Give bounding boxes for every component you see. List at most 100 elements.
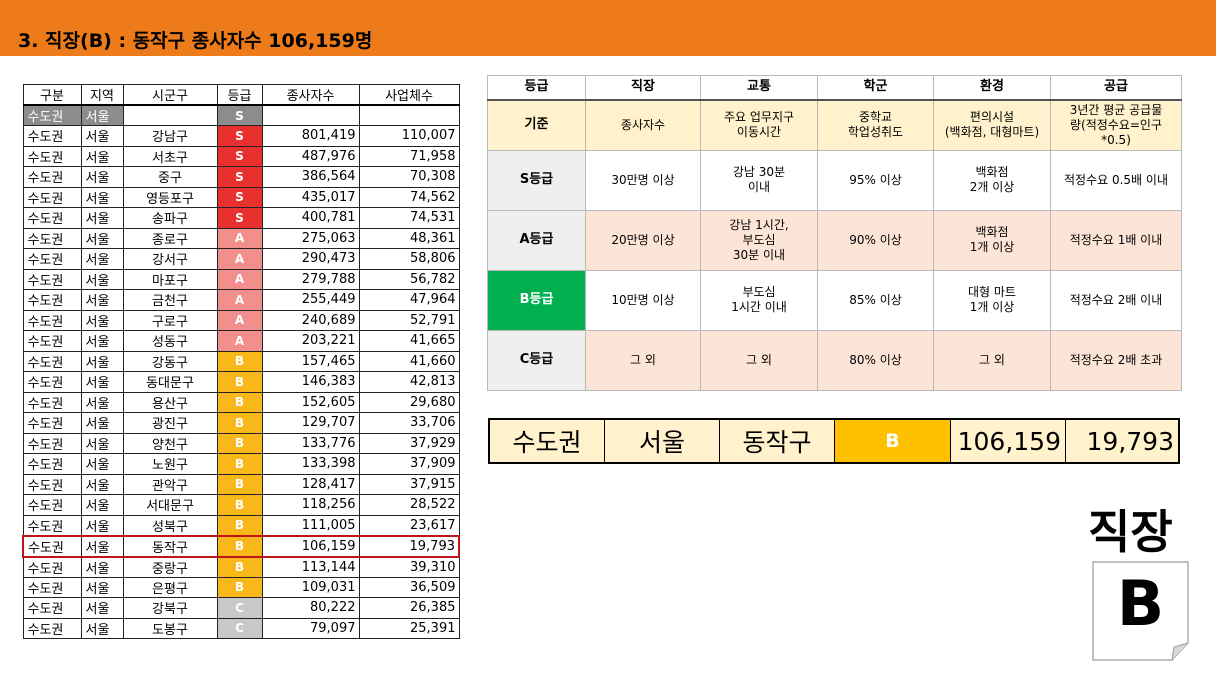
businesses-cell: 19,793 bbox=[358, 534, 460, 558]
table-row[interactable]: 수도권 서울 양천구 B 133,776 37,929 bbox=[22, 432, 460, 454]
table-row[interactable]: 수도권 서울 광진구 B 129,707 33,706 bbox=[22, 412, 460, 434]
column-header[interactable]: 지역 bbox=[80, 84, 124, 106]
table-row[interactable]: 수도권 서울 강북구 C 80,222 26,385 bbox=[22, 597, 460, 619]
table-row[interactable]: 수도권 서울 서대문구 B 118,256 28,522 bbox=[22, 494, 460, 516]
selected-district-summary: 수도권 서울 동작구 B 106,159 19,793 bbox=[488, 418, 1180, 464]
table-row[interactable]: 수도권 서울 마포구 A 279,788 56,782 bbox=[22, 268, 460, 290]
criteria-cell-line: 2개 이상 bbox=[969, 180, 1015, 194]
businesses-cell: 41,665 bbox=[358, 330, 460, 352]
table-row[interactable]: 수도권 서울 성동구 A 203,221 41,665 bbox=[22, 330, 460, 352]
criteria-cell: 편의시설 (백화점, 대형마트) bbox=[933, 99, 1051, 151]
district-cell: 강남구 bbox=[122, 125, 218, 147]
table-row[interactable]: 수도권 서울 종로구 A 275,063 48,361 bbox=[22, 227, 460, 249]
businesses-cell: 37,929 bbox=[358, 432, 460, 454]
table-row[interactable]: 수도권 서울 강남구 S 801,419 110,007 bbox=[22, 125, 460, 147]
table-row[interactable]: 수도권 서울 성북구 B 111,005 23,617 bbox=[22, 514, 460, 536]
criteria-cell: 80% 이상 bbox=[817, 329, 934, 391]
column-header[interactable]: 사업체수 bbox=[358, 84, 460, 106]
region-group-cell: 수도권 bbox=[22, 330, 82, 352]
table-row[interactable]: 수도권 서울 서초구 S 487,976 71,958 bbox=[22, 145, 460, 167]
grade-cell: B bbox=[216, 556, 263, 578]
badge-category-label: 직장 bbox=[1088, 505, 1173, 559]
table-row[interactable]: 수도권 서울 중구 S 386,564 70,308 bbox=[22, 166, 460, 188]
table-row[interactable]: 수도권 서울 영등포구 S 435,017 74,562 bbox=[22, 186, 460, 208]
workers-cell: 80,222 bbox=[261, 597, 360, 619]
grade-badge-card: B bbox=[1092, 561, 1189, 661]
region-group-cell: 수도권 bbox=[22, 125, 82, 147]
region-cell: 서울 bbox=[80, 350, 124, 372]
table-row-selected[interactable]: 수도권 서울 동작구 B 106,159 19,793 bbox=[22, 534, 460, 558]
region-group-cell: 수도권 bbox=[22, 104, 82, 126]
criteria-cell-line: *0.5) bbox=[1101, 132, 1131, 147]
grade-cell: B bbox=[216, 432, 263, 454]
table-row[interactable]: 수도권 서울 강서구 A 290,473 58,806 bbox=[22, 248, 460, 270]
criteria-cell-line: 주요 업무지구 bbox=[723, 110, 795, 124]
district-cell: 동대문구 bbox=[122, 371, 218, 393]
district-cell: 성북구 bbox=[122, 514, 218, 536]
workers-cell: 801,419 bbox=[261, 125, 360, 147]
grade-cell: B bbox=[216, 473, 263, 495]
workers-cell: 133,398 bbox=[261, 453, 360, 475]
table-row[interactable]: 수도권 서울 금천구 A 255,449 47,964 bbox=[22, 289, 460, 311]
region-group-cell: 수도권 bbox=[22, 166, 82, 188]
businesses-cell: 25,391 bbox=[358, 617, 460, 639]
criteria-cell-line: 중학교 bbox=[858, 110, 893, 124]
criteria-cell-line: 량(적정수요=인구 bbox=[1069, 117, 1163, 132]
businesses-cell: 29,680 bbox=[358, 391, 460, 413]
grade-cell: B bbox=[216, 494, 263, 516]
summary-grade: B bbox=[835, 420, 951, 462]
table-row[interactable]: 수도권 서울 은평구 B 109,031 36,509 bbox=[22, 576, 460, 598]
district-cell: 광진구 bbox=[122, 412, 218, 434]
criteria-cell: 강남 1시간, 부도심 30분 이내 bbox=[700, 209, 818, 271]
table-row[interactable]: 수도권 서울 용산구 B 152,605 29,680 bbox=[22, 391, 460, 413]
criteria-cell-line: 편의시설 bbox=[969, 110, 1015, 124]
region-cell: 서울 bbox=[80, 145, 124, 167]
region-group-cell: 수도권 bbox=[22, 350, 82, 372]
grade-cell: B bbox=[216, 453, 263, 475]
table-row[interactable]: 수도권 서울 구로구 A 240,689 52,791 bbox=[22, 309, 460, 331]
table-row[interactable]: 수도권 서울 송파구 S 400,781 74,531 bbox=[22, 207, 460, 229]
region-cell: 서울 bbox=[80, 330, 124, 352]
criteria-cell: 10만명 이상 bbox=[585, 269, 701, 331]
folded-card-icon bbox=[1092, 561, 1189, 661]
criteria-cell: 종사자수 bbox=[585, 99, 701, 151]
column-header[interactable]: 등급 bbox=[216, 84, 263, 106]
table-row[interactable]: 수도권 서울 강동구 B 157,465 41,660 bbox=[22, 350, 460, 372]
criteria-cell: 20만명 이상 bbox=[585, 209, 701, 271]
region-group-cell: 수도권 bbox=[22, 453, 82, 475]
table-row[interactable]: 수도권 서울 노원구 B 133,398 37,909 bbox=[22, 453, 460, 475]
district-cell: 중구 bbox=[122, 166, 218, 188]
businesses-cell: 26,385 bbox=[358, 597, 460, 619]
businesses-cell bbox=[358, 104, 460, 126]
grade-cell: B bbox=[216, 412, 263, 434]
criteria-cell: 그 외 bbox=[585, 329, 701, 391]
criteria-cell-line: 1시간 이내 bbox=[731, 300, 787, 314]
criteria-cell-line: 부도심 bbox=[742, 232, 776, 247]
table-row[interactable]: 수도권 서울 중랑구 B 113,144 39,310 bbox=[22, 556, 460, 578]
table-row[interactable]: 수도권 서울 동대문구 B 146,383 42,813 bbox=[22, 371, 460, 393]
column-header[interactable]: 종사자수 bbox=[261, 84, 360, 106]
criteria-cell-line: 적정수요 2배 초과 bbox=[1069, 352, 1163, 367]
grade-cell: A bbox=[216, 227, 263, 249]
column-header[interactable]: 시군구 bbox=[122, 84, 218, 106]
region-group-cell: 수도권 bbox=[22, 597, 82, 619]
table-row[interactable]: 수도권 서울 도봉구 C 79,097 25,391 bbox=[22, 617, 460, 639]
table-row[interactable]: 수도권 서울 S bbox=[22, 104, 460, 126]
workers-cell: 240,689 bbox=[261, 309, 360, 331]
region-cell: 서울 bbox=[80, 227, 124, 249]
workers-cell: 275,063 bbox=[261, 227, 360, 249]
region-group-cell: 수도권 bbox=[22, 412, 82, 434]
criteria-cell: 30만명 이상 bbox=[585, 149, 701, 211]
region-cell: 서울 bbox=[80, 494, 124, 516]
district-cell: 관악구 bbox=[122, 473, 218, 495]
district-cell: 강북구 bbox=[122, 597, 218, 619]
region-cell: 서울 bbox=[80, 104, 124, 126]
column-header[interactable]: 구분 bbox=[22, 84, 82, 106]
criteria-cell-line: 30만명 이상 bbox=[611, 172, 675, 187]
district-cell: 노원구 bbox=[122, 453, 218, 475]
table-row[interactable]: 수도권 서울 관악구 B 128,417 37,915 bbox=[22, 473, 460, 495]
region-cell: 서울 bbox=[80, 576, 124, 598]
grade-criteria-table: 등급 직장 교통 학군 환경 공급 기준 종사자수 주요 업무지구 이동시간 중학교 학업… bbox=[487, 75, 1182, 391]
district-cell: 서초구 bbox=[122, 145, 218, 167]
grade-cell: S bbox=[216, 145, 263, 167]
